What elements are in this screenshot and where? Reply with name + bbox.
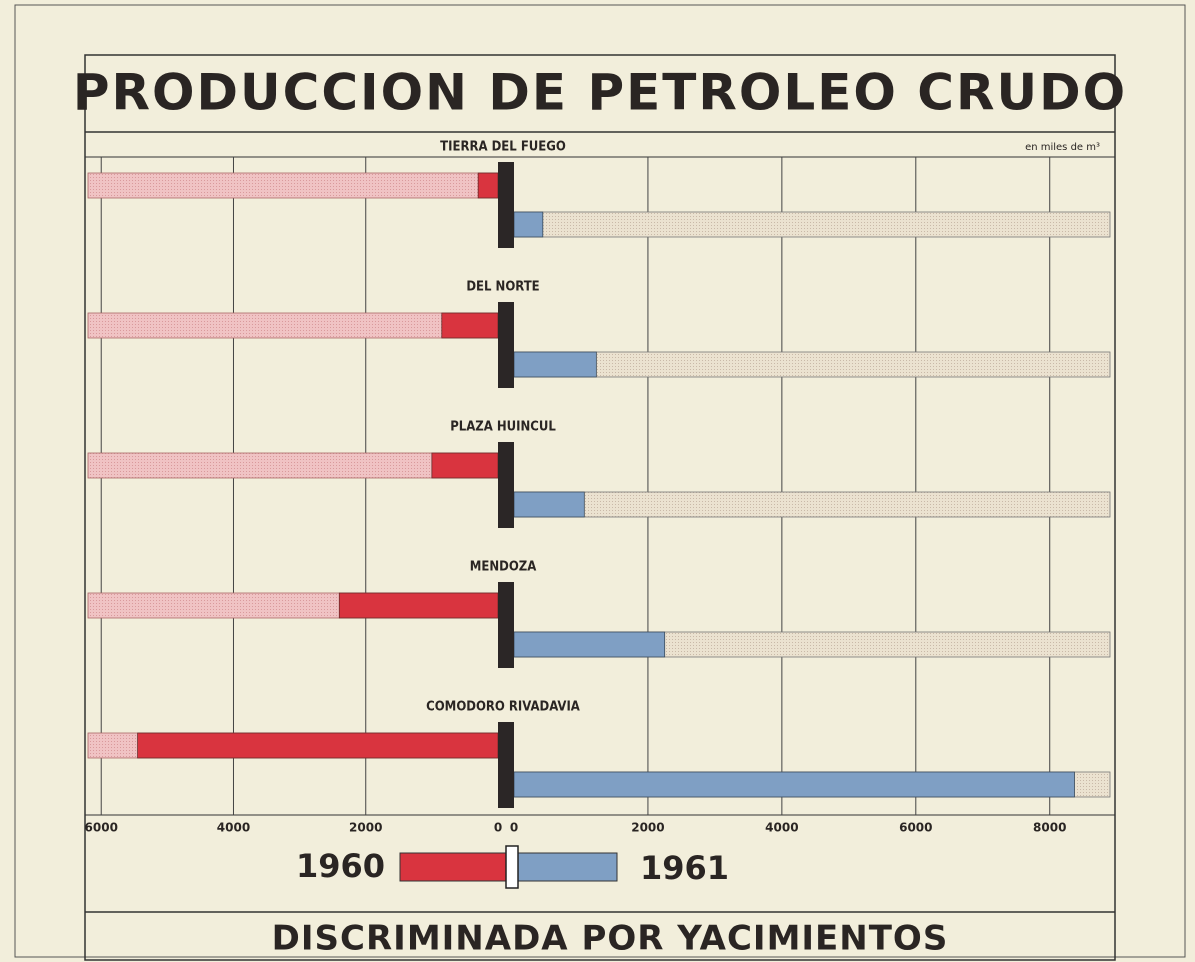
chart-title: PRODUCCION DE PETROLEO CRUDO	[73, 64, 1127, 122]
center-axis	[498, 722, 514, 808]
category-label: PLAZA HUINCUL	[450, 420, 556, 435]
bar-background	[87, 452, 499, 479]
unit-note: en miles de m³	[1025, 142, 1100, 153]
category-label: MENDOZA	[470, 560, 537, 575]
bar	[431, 452, 499, 479]
legend-swatch	[517, 852, 618, 882]
category-label: DEL NORTE	[466, 280, 539, 295]
x-tick-label: 4000	[217, 821, 250, 835]
bar-background	[513, 351, 1111, 378]
bar	[513, 211, 544, 238]
category-label: COMODORO RIVADAVIA	[426, 700, 580, 715]
inner-frame	[84, 54, 1116, 961]
center-axis	[498, 442, 514, 528]
legend-center	[505, 845, 519, 889]
bar	[338, 592, 499, 619]
x-tick-label: 8000	[1033, 821, 1066, 835]
x-tick-label: 0	[494, 821, 502, 835]
bar-background	[513, 211, 1111, 238]
x-tick-label: 6000	[899, 821, 932, 835]
chart-subtitle: DISCRIMINADA POR YACIMIENTOS	[272, 919, 949, 959]
bar	[137, 732, 499, 759]
outer-frame	[14, 4, 1186, 958]
bar	[513, 351, 597, 378]
x-tick-label: 2000	[631, 821, 664, 835]
bar-background	[87, 312, 499, 339]
x-tick-label: 0	[510, 821, 518, 835]
center-axis	[498, 582, 514, 668]
bar	[477, 172, 499, 199]
category-label: TIERRA DEL FUEGO	[440, 140, 566, 155]
x-tick-label: 2000	[349, 821, 382, 835]
bar-background	[513, 491, 1111, 518]
legend-label: 1961	[640, 849, 729, 887]
center-axis	[498, 162, 514, 248]
legend-label: 1960	[296, 847, 385, 885]
bar-background	[87, 172, 499, 199]
bar	[441, 312, 499, 339]
x-tick-label: 4000	[765, 821, 798, 835]
bar	[513, 491, 585, 518]
x-tick-label: 6000	[85, 821, 118, 835]
legend-swatch	[399, 852, 509, 882]
bar	[513, 771, 1075, 798]
bar	[513, 631, 666, 658]
center-axis	[498, 302, 514, 388]
